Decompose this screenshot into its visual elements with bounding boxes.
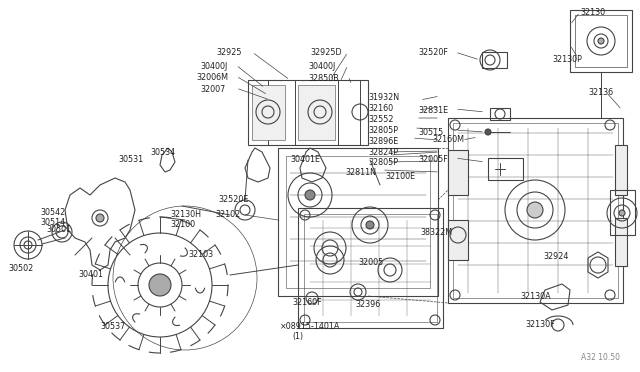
Text: 32006M: 32006M bbox=[196, 73, 228, 82]
Text: 32850B: 32850B bbox=[308, 74, 339, 83]
Text: 32130P: 32130P bbox=[552, 55, 582, 64]
Text: 32130: 32130 bbox=[580, 8, 605, 17]
Text: 32100: 32100 bbox=[170, 220, 195, 229]
Text: 30534: 30534 bbox=[150, 148, 175, 157]
Bar bbox=[615, 218, 627, 266]
Bar bbox=[453, 123, 618, 298]
Text: 30514: 30514 bbox=[40, 218, 65, 227]
Bar bbox=[248, 80, 368, 145]
Text: 32007: 32007 bbox=[200, 85, 225, 94]
Text: 30531: 30531 bbox=[118, 155, 143, 164]
Text: 32520E: 32520E bbox=[218, 195, 248, 204]
Bar bbox=[615, 145, 627, 195]
Circle shape bbox=[619, 210, 625, 216]
Bar bbox=[610, 190, 635, 235]
Polygon shape bbox=[252, 85, 285, 140]
Bar bbox=[488, 158, 523, 180]
Circle shape bbox=[96, 214, 104, 222]
Text: 32130H: 32130H bbox=[170, 210, 201, 219]
Circle shape bbox=[366, 221, 374, 229]
Text: 32100E: 32100E bbox=[385, 172, 415, 181]
Circle shape bbox=[305, 190, 315, 200]
Text: 32896E: 32896E bbox=[368, 137, 398, 146]
Text: 30401E: 30401E bbox=[290, 155, 320, 164]
Text: 32805P: 32805P bbox=[368, 158, 398, 167]
Text: 30501: 30501 bbox=[46, 225, 71, 234]
Text: 32805P: 32805P bbox=[368, 126, 398, 135]
Text: 30400J: 30400J bbox=[200, 62, 227, 71]
Text: 30502: 30502 bbox=[8, 264, 33, 273]
Text: 32005: 32005 bbox=[358, 258, 383, 267]
Text: 32136: 32136 bbox=[588, 88, 613, 97]
Bar bbox=[448, 150, 468, 195]
Circle shape bbox=[485, 129, 491, 135]
Text: 30515: 30515 bbox=[418, 128, 444, 137]
Text: 32160F: 32160F bbox=[292, 298, 322, 307]
Text: 31932N: 31932N bbox=[368, 93, 399, 102]
Text: 38322M: 38322M bbox=[420, 228, 452, 237]
Text: 32520F: 32520F bbox=[418, 48, 448, 57]
Circle shape bbox=[149, 274, 171, 296]
Text: 32005F: 32005F bbox=[418, 155, 448, 164]
Bar bbox=[575, 15, 627, 67]
Text: 32925D: 32925D bbox=[310, 48, 342, 57]
Bar bbox=[490, 108, 510, 120]
Text: 32925: 32925 bbox=[216, 48, 241, 57]
Bar bbox=[448, 220, 468, 260]
Bar bbox=[448, 118, 623, 303]
Text: A32 10.50: A32 10.50 bbox=[581, 353, 620, 362]
Text: ×08915-1401A: ×08915-1401A bbox=[280, 322, 340, 331]
Text: 32811N: 32811N bbox=[345, 168, 376, 177]
Text: 32396: 32396 bbox=[355, 300, 380, 309]
Text: 30542: 30542 bbox=[40, 208, 65, 217]
Circle shape bbox=[527, 202, 543, 218]
Bar bbox=[304, 214, 437, 322]
Bar bbox=[570, 10, 632, 72]
Text: 30401: 30401 bbox=[78, 270, 103, 279]
Text: 30400J: 30400J bbox=[308, 62, 335, 71]
Text: 32924: 32924 bbox=[543, 252, 568, 261]
Bar bbox=[298, 208, 443, 328]
Text: 32160M: 32160M bbox=[432, 135, 464, 144]
Bar bbox=[286, 156, 430, 288]
Text: 32831E: 32831E bbox=[418, 106, 448, 115]
Bar bbox=[482, 52, 507, 68]
Text: 32130F: 32130F bbox=[525, 320, 555, 329]
Text: 32824P: 32824P bbox=[368, 148, 398, 157]
Text: (1): (1) bbox=[292, 332, 303, 341]
Text: 32552: 32552 bbox=[368, 115, 394, 124]
Text: 30537: 30537 bbox=[100, 322, 125, 331]
Text: 32103: 32103 bbox=[188, 250, 213, 259]
Text: 32160: 32160 bbox=[368, 104, 393, 113]
Text: 32130A: 32130A bbox=[520, 292, 550, 301]
Circle shape bbox=[598, 38, 604, 44]
Text: 32102: 32102 bbox=[215, 210, 240, 219]
Bar bbox=[278, 148, 438, 296]
Polygon shape bbox=[298, 85, 335, 140]
